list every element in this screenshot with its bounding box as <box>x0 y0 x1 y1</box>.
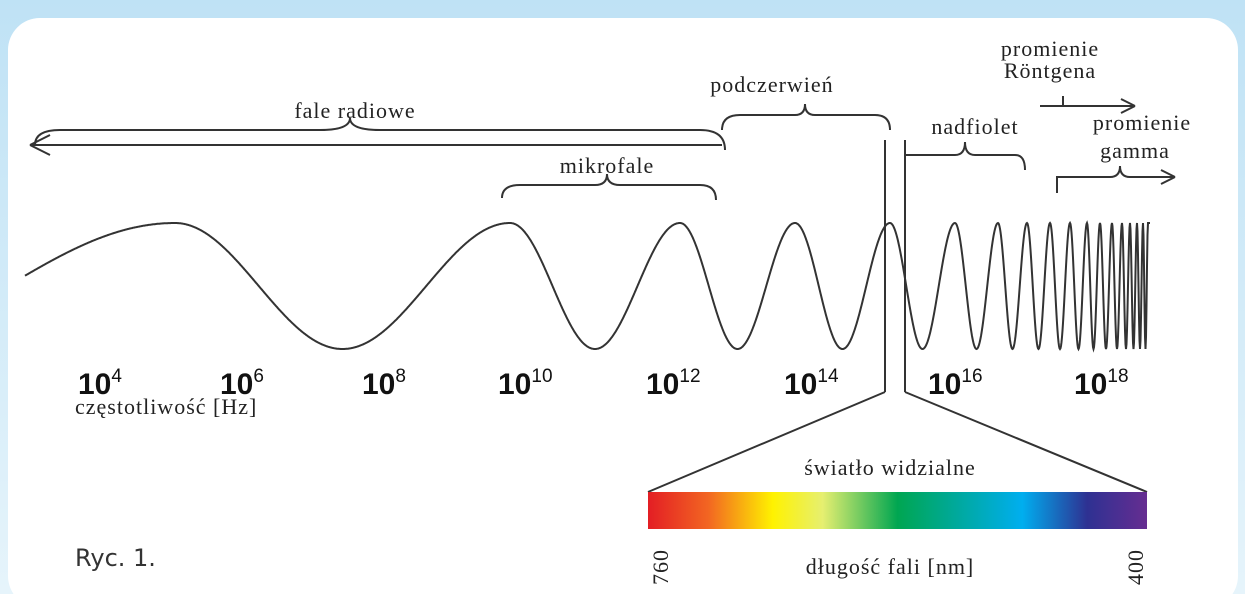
frequency-tick: 1014 <box>784 366 839 401</box>
arrow <box>29 134 722 156</box>
frequency-ticks: 104 106 108 1010 1012 1014 1016 1018 <box>78 366 1129 401</box>
frequency-tick: 108 <box>362 366 406 401</box>
wavelength-end: 400 <box>1123 549 1148 585</box>
region-label: promienie <box>1093 110 1191 135</box>
arrow <box>1040 96 1136 114</box>
region-label: mikrofale <box>560 153 655 178</box>
brace <box>721 103 891 131</box>
frequency-tick: 1010 <box>498 366 553 401</box>
tick-base: 10 <box>928 368 961 401</box>
arrow <box>1056 165 1176 193</box>
frequency-tick: 1018 <box>1074 366 1129 401</box>
tick-base: 10 <box>784 368 817 401</box>
wave <box>24 220 1150 353</box>
panel <box>8 18 1238 594</box>
spectrum <box>648 492 1147 529</box>
region-label: gamma <box>1100 138 1170 163</box>
tick-base: 10 <box>498 368 531 401</box>
brace <box>501 173 717 201</box>
tick-exponent: 10 <box>531 366 552 387</box>
tick-base: 10 <box>78 368 111 401</box>
caption: Ryc. 1. <box>75 544 156 572</box>
frequency-tick: 104 <box>78 366 122 401</box>
tick-exponent: 8 <box>395 366 406 387</box>
region-label: fale radiowe <box>294 98 415 123</box>
brace <box>904 141 1026 171</box>
visible-label: światło widzialne <box>804 455 976 480</box>
tick-exponent: 16 <box>961 366 982 387</box>
tick-base: 10 <box>362 368 395 401</box>
frequency-tick: 1016 <box>928 366 983 401</box>
frequency-tick: 1012 <box>646 366 701 401</box>
region-label: Röntgena <box>1004 58 1096 83</box>
tick-exponent: 4 <box>111 366 122 387</box>
tick-base: 10 <box>1074 368 1107 401</box>
region-label: podczerwień <box>710 72 833 97</box>
tick-exponent: 12 <box>679 366 700 387</box>
frequency-tick: 106 <box>220 366 264 401</box>
wavelength-label: długość fali [nm] <box>806 554 975 579</box>
tick-base: 10 <box>220 368 253 401</box>
tick-base: 10 <box>646 368 679 401</box>
tick-exponent: 14 <box>817 366 839 387</box>
brace <box>34 117 726 151</box>
tick-exponent: 6 <box>253 366 264 387</box>
region-label: nadfiolet <box>931 114 1018 139</box>
visible-lines <box>647 140 1148 493</box>
axis-label: częstotliwość [Hz] <box>75 394 257 419</box>
region-label: promienie <box>1001 36 1099 61</box>
wavelength-start: 760 <box>648 549 673 585</box>
tick-exponent: 18 <box>1107 366 1128 387</box>
